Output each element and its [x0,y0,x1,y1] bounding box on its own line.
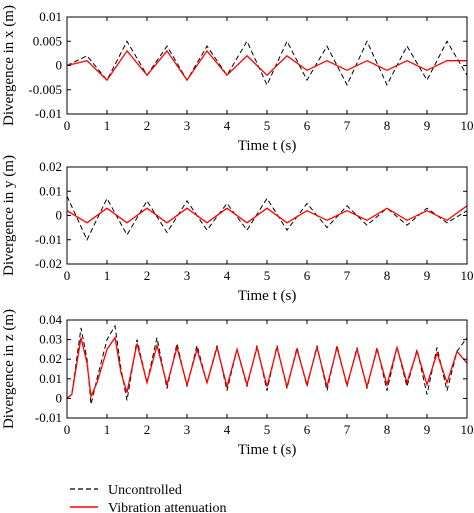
x-tick-label: 10 [461,268,474,283]
legend-label-uncontrolled: Uncontrolled [108,483,182,498]
x-tick-label: 4 [224,268,231,283]
x-tick-label: 8 [384,268,391,283]
x-tick-label: 1 [104,118,111,133]
x-tick-label: 7 [344,422,351,437]
x-tick-label: 4 [224,422,231,437]
x-tick-label: 6 [304,422,311,437]
x-tick-label: 0 [64,118,71,133]
y-axis-label: Divergence in x (m) [1,5,17,126]
x-tick-label: 4 [224,118,231,133]
x-tick-label: 7 [344,268,351,283]
x-tick-label: 9 [424,268,431,283]
y-tick-label: -0.005 [28,82,62,97]
x-tick-label: 10 [461,118,474,133]
y-tick-label: 0.02 [39,159,62,174]
y-tick-label: -0.01 [35,106,62,121]
x-tick-label: 2 [144,118,151,133]
y-tick-label: 0.03 [39,332,62,347]
y-axis-label: Divergence in y (m) [1,155,17,276]
y-tick-label: 0 [56,390,63,405]
plot-frame-x [66,16,468,115]
x-axis-label: Time t (s) [238,442,297,458]
legend-label-vibration-attenuation: Vibration attenuation [108,501,227,513]
x-tick-label: 3 [184,422,191,437]
y-tick-label: 0.01 [39,183,62,198]
x-tick-label: 2 [144,422,151,437]
x-tick-label: 6 [304,268,311,283]
x-tick-label: 5 [264,118,271,133]
series-line-uncontrolled-x [67,40,467,87]
x-tick-label: 1 [104,422,111,437]
x-tick-label: 6 [304,118,311,133]
x-tick-label: 9 [424,118,431,133]
x-tick-label: 8 [384,118,391,133]
plot-frame-y [66,166,468,265]
y-tick-label: -0.01 [35,232,62,247]
x-tick-label: 5 [264,422,271,437]
y-tick-label: -0.02 [35,256,62,271]
x-tick-label: 7 [344,118,351,133]
x-tick-label: 3 [184,118,191,133]
y-tick-label: 0.02 [39,351,62,366]
x-tick-label: 9 [424,422,431,437]
x-axis-label: Time t (s) [238,138,297,154]
x-tick-label: 1 [104,268,111,283]
x-tick-label: 10 [461,422,474,437]
y-tick-label: 0.01 [39,9,62,24]
y-tick-label: 0 [56,58,63,73]
x-tick-label: 0 [64,422,71,437]
x-tick-label: 5 [264,268,271,283]
series-line-vibration-attenuation-y [67,205,467,224]
y-tick-label: -0.01 [35,410,62,425]
y-tick-label: 0 [56,208,63,223]
series-line-vibration-attenuation-x [67,49,467,82]
series-line-uncontrolled-y [67,195,467,241]
chart-panel-y: 0 1 2 3 4 5 6 7 8 9 10 0.02 0.01 0 -0.01 -0.02 Time t (s… [1,155,474,304]
x-axis-label: Time t (s) [238,288,297,304]
x-tick-label: 8 [384,422,391,437]
plot-frame-z [66,319,468,419]
legend: Uncontrolled Vibration attenuation [70,483,227,513]
chart-panel-x: 0 1 2 3 4 5 6 7 8 9 10 0.01 0.005 0 -0.005 -0.01 Time t … [1,5,474,154]
y-tick-label: 0.04 [39,312,62,327]
y-axis-label: Divergence in z (m) [1,309,17,429]
x-tick-label: 3 [184,268,191,283]
y-tick-label: 0.005 [33,33,62,48]
x-tick-label: 2 [144,268,151,283]
y-tick-label: 0.01 [39,371,62,386]
x-tick-label: 0 [64,268,71,283]
series-line-vibration-attenuation-z [67,335,467,399]
series-line-uncontrolled-z [67,324,467,405]
